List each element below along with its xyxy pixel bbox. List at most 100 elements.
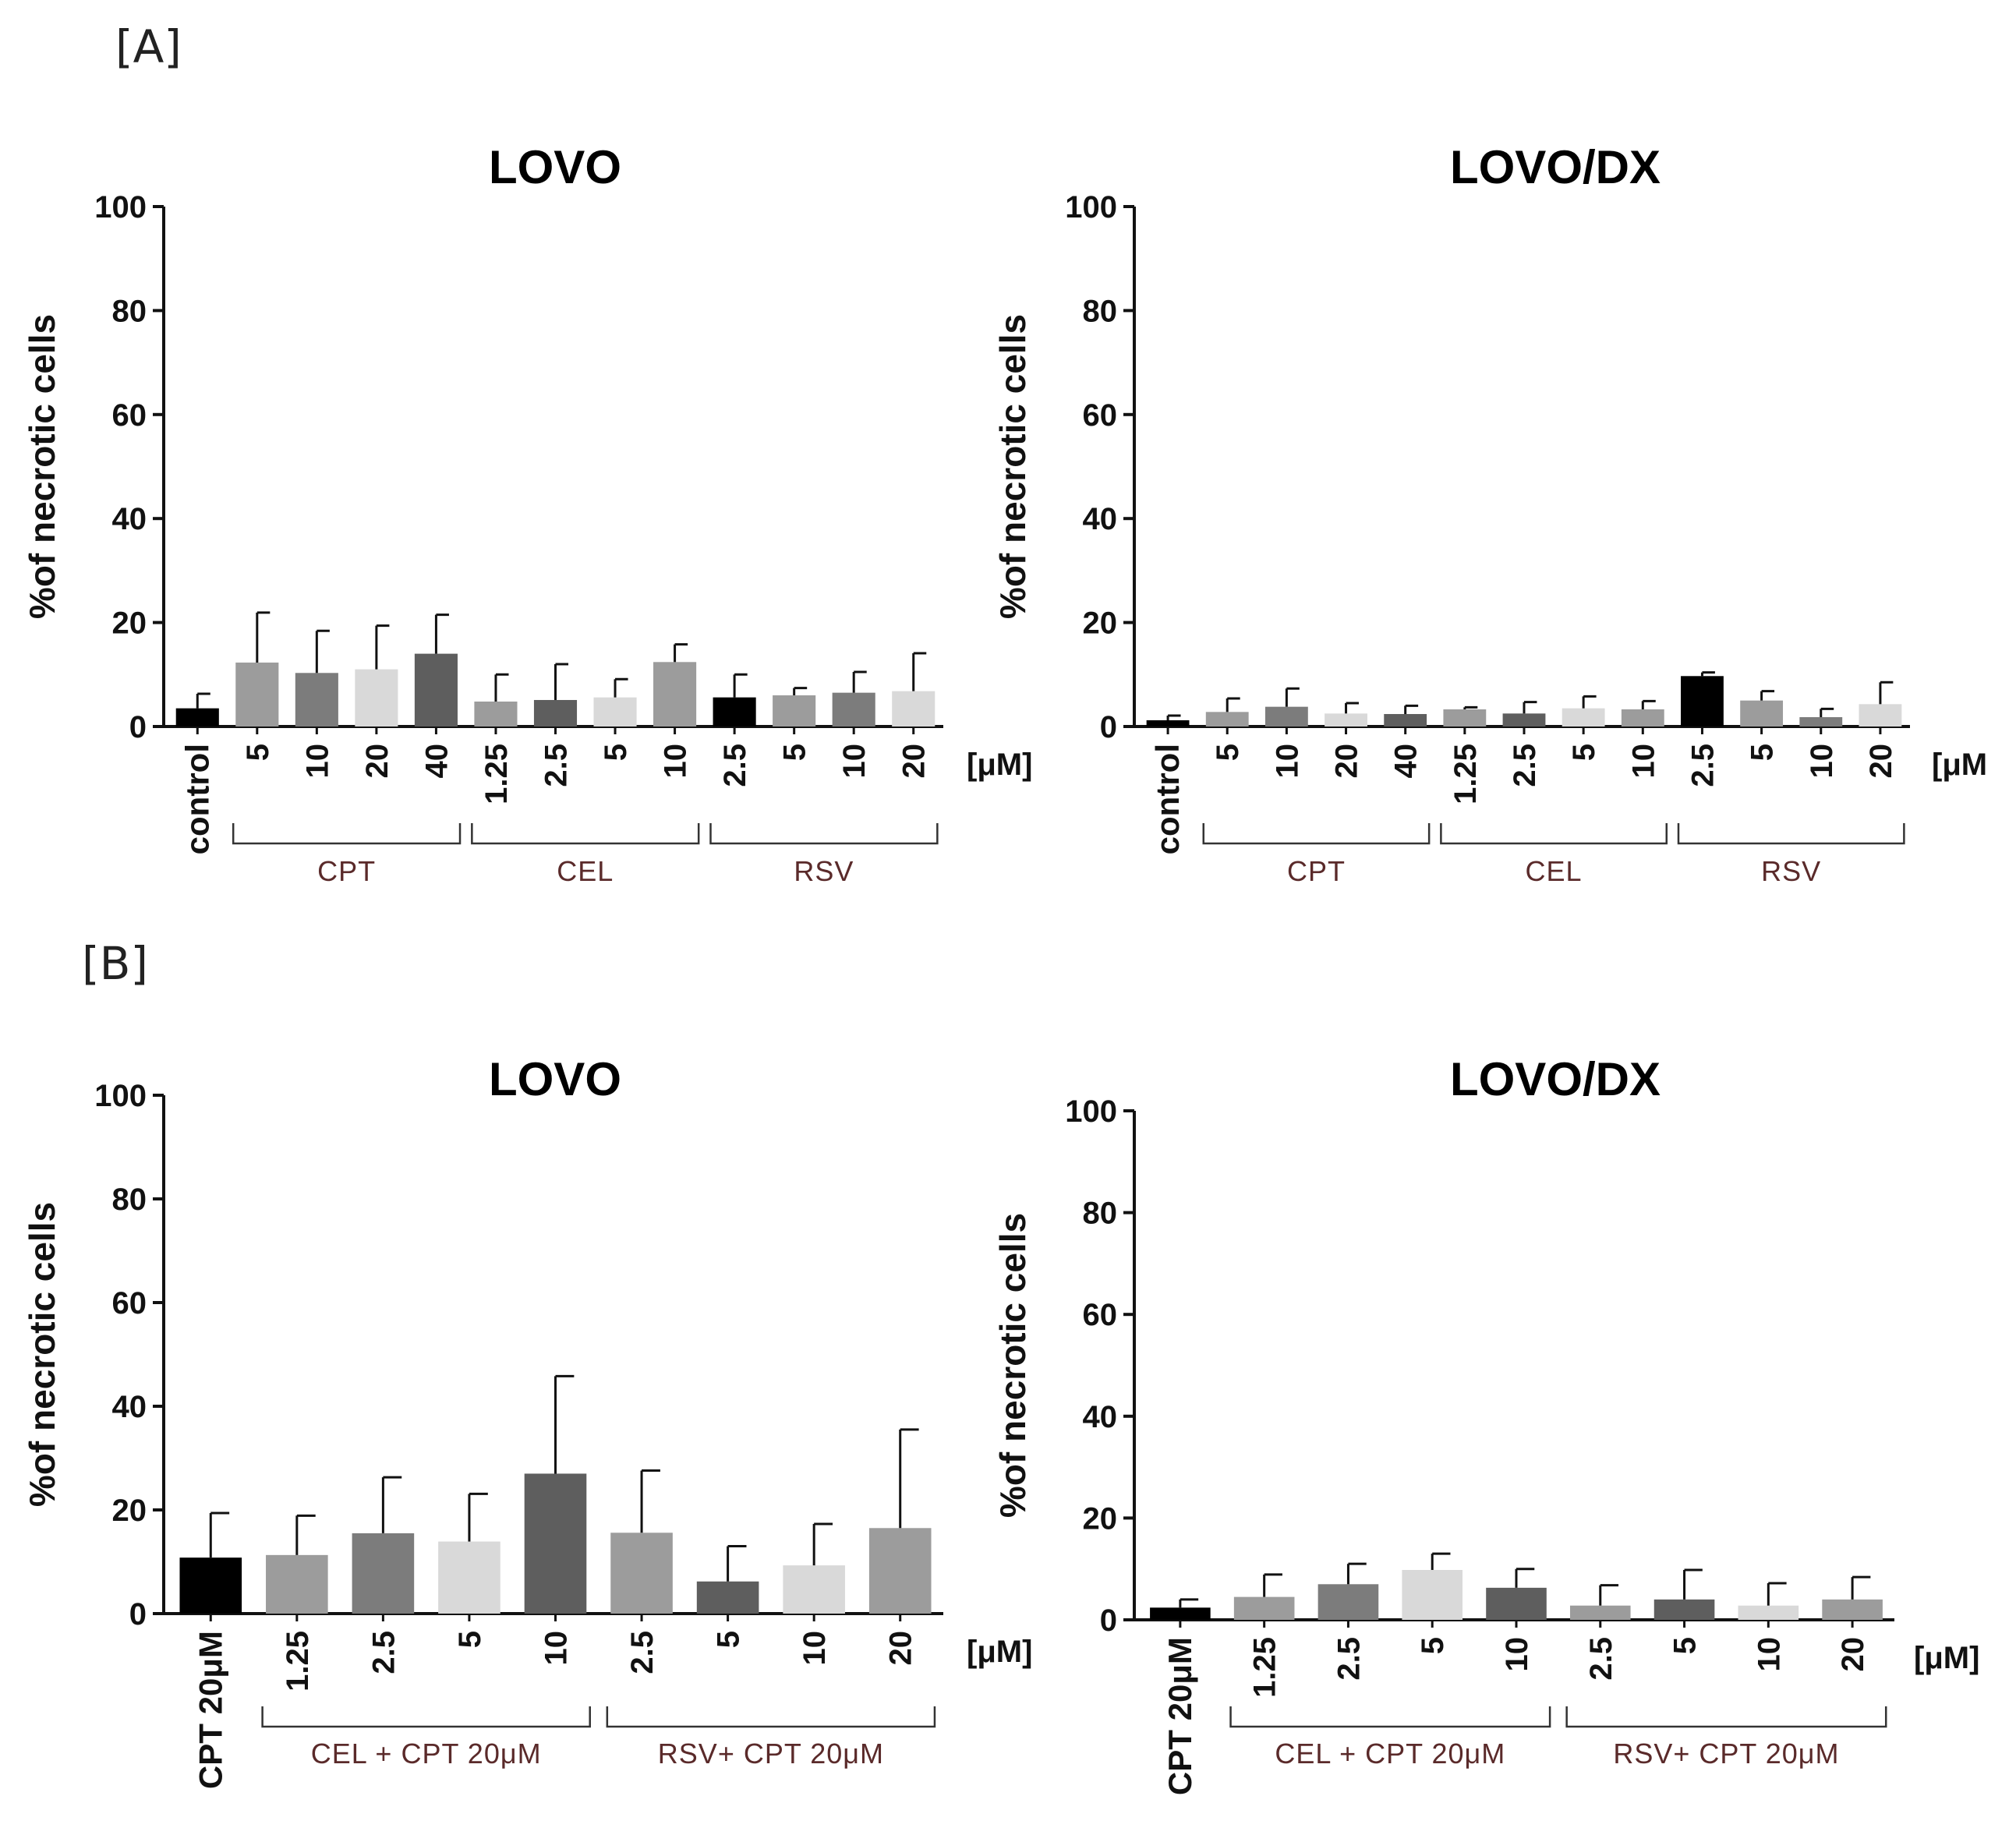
x-tick-label: 5 — [1745, 744, 1780, 761]
bar — [610, 1533, 673, 1614]
group-label: RSV — [794, 855, 854, 887]
x-tick-label: 10 — [1805, 744, 1839, 779]
group-label: RSV — [1761, 855, 1821, 887]
x-tick-label: 5 — [1567, 744, 1601, 761]
bar — [533, 699, 578, 727]
x-tick-label: 2.5 — [1584, 1637, 1618, 1681]
x-tick-label: 20 — [1330, 744, 1364, 779]
group-bracket — [471, 823, 700, 845]
bar — [352, 1533, 415, 1614]
x-tick-label: 40 — [419, 744, 454, 779]
bar — [1384, 713, 1427, 727]
x-tick-label: CPT 20μM — [1162, 1637, 1198, 1795]
bar — [1562, 708, 1605, 727]
unit-label: [μM] — [1914, 1641, 1979, 1675]
x-tick-label: 2.5 — [1332, 1637, 1366, 1681]
bar — [832, 692, 875, 727]
group-label: CPT — [1287, 855, 1346, 887]
group-label: RSV+ CPT 20μM — [1613, 1738, 1839, 1770]
x-tick-label: 1.25 — [479, 744, 514, 804]
bar — [868, 1528, 932, 1614]
group-bracket — [1440, 823, 1668, 845]
bar — [593, 697, 637, 727]
x-tick-label: 5 — [241, 744, 275, 761]
bar — [1146, 719, 1190, 727]
x-tick-label: 10 — [1500, 1637, 1534, 1672]
y-tick-label: 60 — [1083, 1298, 1118, 1332]
x-tick-label: 5 — [453, 1631, 487, 1648]
bar — [474, 701, 518, 727]
bar — [1233, 1596, 1295, 1620]
x-tick-label: 20 — [1864, 744, 1898, 779]
unit-label: [μM — [1932, 748, 1987, 782]
x-tick-label: 5 — [599, 744, 633, 761]
y-tick-label: 60 — [112, 1286, 147, 1321]
bar — [1569, 1605, 1631, 1620]
bar — [1621, 709, 1664, 727]
bar — [1502, 713, 1546, 727]
group-label: CEL — [557, 855, 614, 887]
y-tick-label: 0 — [129, 1597, 147, 1632]
y-axis-label: %of necrotic cells — [22, 1202, 62, 1507]
x-tick-label: 10 — [1626, 744, 1661, 779]
x-tick-label: 10 — [798, 1631, 832, 1666]
bar — [355, 669, 398, 727]
bar — [414, 653, 458, 727]
bar — [1264, 706, 1308, 727]
group-bracket — [261, 1706, 591, 1728]
x-tick-label: 5 — [712, 1631, 746, 1648]
bar — [1799, 716, 1843, 727]
group-label: RSV+ CPT 20μM — [658, 1738, 884, 1770]
bar — [1859, 704, 1902, 727]
x-tick-label: 2.5 — [625, 1631, 660, 1674]
bar — [1325, 713, 1367, 727]
y-tick-label: 20 — [112, 606, 147, 641]
group-label: CEL + CPT 20μM — [1275, 1738, 1505, 1770]
bar — [773, 695, 816, 727]
y-axis-label: %of necrotic cells — [22, 314, 62, 619]
y-tick-label: 40 — [1083, 1400, 1118, 1434]
panel-label-a: [A] — [115, 20, 182, 73]
chart-title: LOVO/DX — [1450, 141, 1661, 193]
x-tick-label: control — [1149, 744, 1186, 854]
bar — [713, 697, 756, 727]
bar — [524, 1473, 587, 1614]
x-tick-label: 5 — [778, 744, 812, 761]
bar — [295, 673, 338, 727]
chart-title: LOVO — [489, 1053, 621, 1105]
bar — [1205, 712, 1249, 727]
bar — [1681, 676, 1724, 727]
panel-label-b: [B] — [82, 937, 149, 990]
x-tick-label: 2.5 — [1685, 744, 1720, 787]
bar — [696, 1581, 759, 1614]
group-bracket — [1677, 823, 1905, 845]
unit-label: [μM] — [967, 1635, 1032, 1669]
y-tick-label: 60 — [112, 398, 147, 433]
bar — [1486, 1587, 1547, 1620]
group-bracket — [1565, 1706, 1887, 1728]
x-tick-label: control — [179, 744, 215, 854]
x-tick-label: 5 — [1211, 744, 1245, 761]
x-tick-label: 2.5 — [718, 744, 752, 787]
x-tick-label: CPT 20μM — [192, 1631, 228, 1789]
bar — [1150, 1607, 1211, 1620]
chart-title: LOVO/DX — [1450, 1053, 1661, 1105]
y-tick-label: 100 — [1065, 190, 1117, 225]
x-tick-label: 10 — [539, 1631, 574, 1666]
x-tick-label: 40 — [1389, 744, 1424, 779]
y-tick-label: 80 — [112, 1183, 147, 1217]
y-tick-label: 60 — [1083, 398, 1118, 433]
x-tick-label: 10 — [300, 744, 334, 779]
bar — [1653, 1599, 1715, 1620]
bar — [1317, 1584, 1379, 1620]
group-bracket — [709, 823, 939, 845]
bar — [1822, 1599, 1883, 1620]
y-tick-label: 40 — [112, 1390, 147, 1424]
bar — [892, 691, 935, 727]
bar — [235, 662, 279, 727]
y-tick-label: 100 — [94, 1079, 147, 1113]
